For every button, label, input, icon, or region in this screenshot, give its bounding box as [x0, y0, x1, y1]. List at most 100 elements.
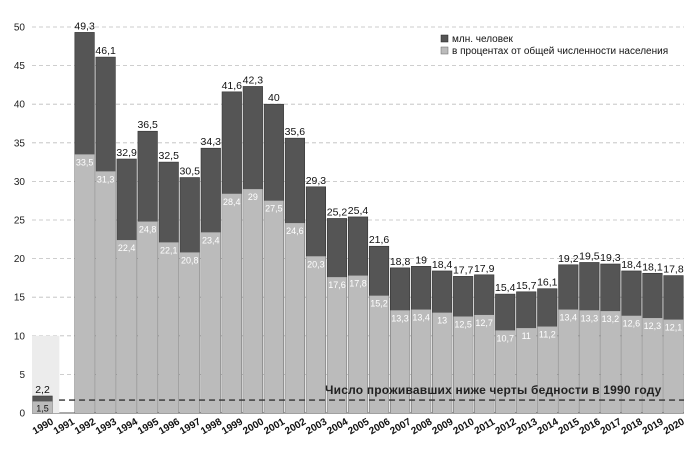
value-label-millions-2007: 18,8	[390, 256, 411, 268]
value-label-percent-2008: 13,4	[412, 313, 430, 323]
bar-percent-2013	[516, 328, 537, 413]
bar-percent-1998	[201, 232, 221, 413]
value-label-millions-2011: 17,9	[474, 263, 495, 275]
y-tick-label: 50	[14, 23, 26, 34]
x-tick-label-2020: 2020	[662, 416, 687, 437]
value-label-millions-2013: 15,7	[516, 280, 537, 292]
y-tick-label: 30	[14, 177, 26, 188]
value-label-millions-2014: 16,1	[537, 277, 558, 289]
value-label-percent-2006: 15,2	[370, 299, 388, 309]
value-label-millions-2016: 19,5	[579, 250, 600, 262]
bar-percent-2017	[600, 311, 621, 413]
value-label-percent-2010: 12,5	[454, 320, 472, 330]
value-label-percent-2001: 27,5	[265, 204, 283, 214]
value-label-percent-2007: 13,3	[391, 313, 409, 323]
value-label-percent-1993: 31,3	[97, 174, 115, 184]
legend-swatch-percent	[440, 46, 449, 55]
bar-percent-2006	[369, 295, 389, 413]
value-label-millions-2018: 18,4	[621, 259, 642, 271]
bar-percent-2016	[579, 310, 600, 413]
value-label-percent-2016: 13,3	[581, 313, 599, 323]
value-label-percent-1996: 22,1	[160, 245, 178, 255]
bar-percent-1996	[158, 242, 179, 413]
bar-percent-2019	[642, 318, 663, 413]
bar-percent-2020	[663, 319, 684, 413]
value-label-millions-2001: 40	[268, 92, 280, 104]
annotation-text: Число проживавших ниже черты бедности в …	[325, 383, 662, 397]
value-label-millions-1995: 36,5	[137, 119, 158, 131]
bar-percent-2004	[327, 277, 347, 413]
y-tick-label: 10	[14, 331, 26, 342]
value-label-millions-2003: 29,3	[306, 175, 327, 187]
value-label-percent-1994: 22,4	[118, 243, 136, 253]
value-label-millions-1992: 49,3	[74, 20, 95, 32]
value-label-millions-1994: 32,9	[116, 147, 137, 159]
bar-percent-2018	[621, 315, 642, 413]
legend-swatch-millions	[440, 34, 449, 43]
value-label-millions-2005: 25,4	[348, 205, 369, 217]
bar-percent-2003	[306, 256, 326, 413]
value-label-percent-1992: 33,5	[76, 157, 94, 167]
value-label-millions-1999: 41,6	[222, 80, 243, 92]
bar-percent-2015	[558, 309, 579, 413]
bars	[32, 32, 684, 414]
bar-percent-2000	[243, 189, 263, 413]
x-axis-ticks: 1990199119921993199419951996199719981999…	[31, 416, 687, 437]
legend-label-percent: в процентах от общей численности населен…	[452, 45, 668, 57]
bar-percent-1995	[137, 221, 158, 413]
y-axis-ticks: 0 5 10 15 20 25 30 35 40 45 50	[14, 23, 26, 420]
bar-percent-2005	[348, 275, 368, 413]
value-label-percent-2012: 10,7	[496, 333, 514, 343]
legend-label-millions: млн. человек	[452, 34, 513, 45]
value-label-percent-2002: 24,6	[286, 226, 304, 236]
value-label-percent-2013: 11	[522, 331, 531, 341]
value-label-millions-2002: 35,6	[285, 126, 306, 138]
bar-percent-1994	[116, 240, 137, 413]
bar-percent-2012	[495, 330, 515, 413]
bar-percent-2011	[474, 314, 494, 413]
value-label-millions-1990: 2,2	[35, 384, 50, 396]
y-tick-label: 15	[14, 293, 26, 304]
bar-percent-1997	[179, 252, 200, 413]
bar-percent-1999	[222, 193, 242, 413]
value-label-millions-2017: 19,3	[600, 252, 621, 264]
bar-percent-2008	[411, 309, 431, 413]
bar-percent-2009	[432, 312, 452, 413]
y-tick-label: 35	[14, 138, 26, 149]
value-label-millions-1993: 46,1	[95, 45, 116, 57]
value-label-millions-1998: 34,3	[201, 136, 222, 148]
value-label-millions-2015: 19,2	[558, 253, 579, 265]
y-tick-label: 0	[19, 409, 25, 420]
y-tick-label: 20	[14, 254, 26, 265]
value-label-percent-2018: 12,6	[623, 319, 641, 329]
value-label-millions-2009: 18,4	[432, 259, 453, 271]
value-label-percent-2011: 12,7	[475, 318, 493, 328]
value-label-millions-1997: 30,5	[180, 166, 201, 178]
legend: млн. человек в процентах от общей числен…	[440, 34, 668, 57]
value-label-percent-2003: 20,3	[307, 259, 325, 269]
value-label-percent-2009: 13	[437, 316, 447, 326]
value-label-millions-2008: 19	[415, 254, 427, 266]
value-label-millions-2010: 17,7	[453, 264, 474, 276]
y-tick-label: 5	[19, 370, 25, 381]
value-label-millions-2020: 17,8	[663, 264, 684, 276]
value-label-percent-2014: 11,2	[539, 330, 556, 340]
bar-percent-2001	[264, 200, 284, 413]
bar-percent-2007	[390, 310, 410, 413]
bar-percent-1992	[74, 154, 95, 413]
value-label-millions-2004: 25,2	[327, 206, 348, 218]
bar-percent-1993	[95, 171, 116, 413]
y-tick-label: 40	[14, 100, 26, 111]
value-label-percent-1997: 20,8	[181, 255, 199, 265]
value-label-millions-1996: 32,5	[158, 150, 179, 162]
value-label-millions-2012: 15,4	[495, 282, 516, 294]
value-label-millions-2006: 21,6	[369, 234, 390, 246]
value-label-percent-2017: 13,2	[602, 314, 620, 324]
value-label-percent-1995: 24,8	[139, 225, 157, 235]
value-label-percent-2005: 17,8	[349, 279, 367, 289]
y-tick-label: 25	[14, 216, 26, 227]
value-label-millions-2000: 42,3	[243, 74, 264, 86]
value-label-percent-2015: 13,4	[560, 313, 578, 323]
value-label-percent-1990: 1,5	[36, 403, 49, 413]
